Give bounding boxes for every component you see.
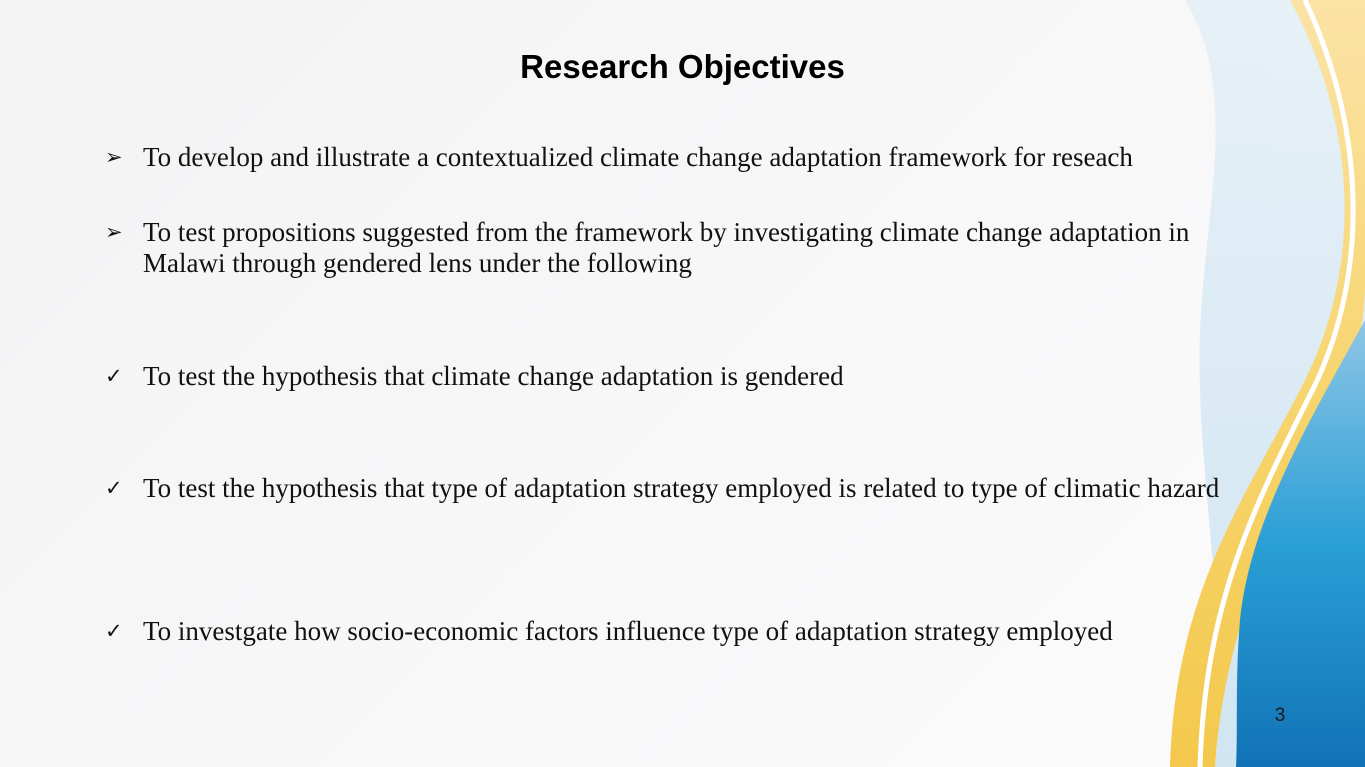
checkmark-bullet-icon: ✓ — [105, 476, 123, 500]
objective-item-2: ➢ To test propositions suggested from th… — [105, 217, 1255, 279]
blue-wave — [1236, 320, 1365, 767]
slide-title: Research Objectives — [520, 48, 845, 85]
objective-item-3: ✓ To investgate how socio-economic facto… — [105, 616, 1255, 647]
arrowhead-bullet-icon: ➢ — [105, 220, 123, 244]
hypothesis-text-1: To test the hypothesis that climate chan… — [143, 361, 844, 391]
hypothesis-item-1: ✓ To test the hypothesis that climate ch… — [105, 361, 1255, 392]
yellow-wave — [1170, 0, 1365, 767]
hypothesis-text-2: To test the hypothesis that type of adap… — [143, 473, 1220, 503]
arrowhead-bullet-icon: ➢ — [105, 145, 123, 169]
page-number: 3 — [1274, 705, 1286, 726]
white-wave-line — [1197, 0, 1356, 767]
checkmark-bullet-icon: ✓ — [105, 364, 123, 388]
objective-item-1: ➢ To develop and illustrate a contextual… — [105, 142, 1255, 173]
objective-text-1: To develop and illustrate a contextualiz… — [143, 142, 1133, 172]
checkmark-bullet-icon: ✓ — [105, 619, 123, 643]
hypothesis-item-2: ✓ To test the hypothesis that type of ad… — [105, 473, 1255, 504]
objective-text-2: To test propositions suggested from the … — [143, 217, 1190, 278]
objective-text-3: To investgate how socio-economic factors… — [143, 616, 1113, 646]
